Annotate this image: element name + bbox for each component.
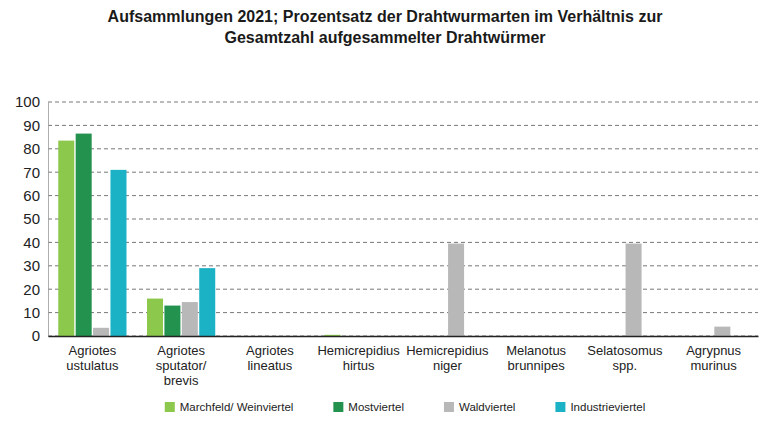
legend-item: Waldviertel: [444, 401, 515, 413]
tick: Agriotesustulatus: [66, 336, 119, 373]
bar: [325, 335, 341, 336]
legend-label: Mostviertel: [348, 401, 404, 413]
tick: Agrypnusmurinus: [686, 336, 741, 373]
tick: 100: [15, 93, 48, 110]
tick-label: Melanotusbrunnipes: [506, 343, 566, 373]
legend-swatch: [333, 402, 343, 412]
series: [58, 141, 340, 336]
legend-label: Industrieviertel: [570, 401, 645, 413]
bar: [147, 299, 163, 336]
tick-label: 10: [23, 304, 40, 321]
tick-label: 20: [23, 281, 40, 298]
legend: Marchfeld/ Weinviertel Mostviertel Waldvie…: [165, 401, 645, 413]
tick-label: Hemicrepidiushirtus: [317, 343, 400, 373]
bar: [448, 244, 464, 336]
grid-line: [48, 289, 758, 290]
tick: Agrioteslineatus: [246, 336, 294, 373]
tick: Agriotessputator/brevis: [156, 336, 207, 388]
tick-label: 30: [23, 257, 40, 274]
bar: [199, 268, 215, 336]
tick-label: Hemicrepidiusniger: [406, 343, 489, 373]
tick: 50: [23, 210, 48, 227]
tick-label: 80: [23, 140, 40, 157]
tick-label: 100: [15, 93, 40, 110]
tick: 20: [23, 281, 48, 298]
tick-label: Agriotesustulatus: [66, 343, 119, 373]
legend-swatch: [555, 402, 565, 412]
tick-label: 70: [23, 164, 40, 181]
chart: Aufsammlungen 2021; Prozentsatz der Drah…: [0, 0, 770, 441]
series: [93, 244, 730, 336]
tick: Selatosomusspp.: [587, 336, 663, 373]
bars: [58, 134, 730, 336]
tick: 60: [23, 187, 48, 204]
bar: [182, 302, 198, 336]
tick-label: Agriotessputator/brevis: [156, 343, 207, 388]
title: Aufsammlungen 2021; Prozentsatz der Drah…: [108, 8, 663, 46]
bar: [164, 306, 180, 336]
tick: 90: [23, 117, 48, 134]
series: [76, 134, 181, 336]
grid-line: [48, 219, 758, 220]
tick-label: Agrypnusmurinus: [686, 343, 741, 373]
y-axis: 0 10 20 30 40 50 60 70 80 90 100: [15, 93, 49, 344]
grid-line: [48, 265, 758, 266]
legend-label: Waldviertel: [459, 401, 515, 413]
grid-line: [48, 195, 758, 196]
bar: [626, 244, 642, 336]
tick: 0: [32, 327, 48, 344]
axis-line: [49, 336, 759, 337]
bar: [110, 170, 126, 336]
grid-line: [48, 102, 758, 103]
series: [110, 170, 215, 336]
grid-line: [48, 172, 758, 173]
legend-swatch: [165, 402, 175, 412]
legend-label: Marchfeld/ Weinviertel: [180, 401, 294, 413]
tick-label: 0: [32, 327, 40, 344]
legend-item: Marchfeld/ Weinviertel: [165, 401, 294, 413]
tick-label: 60: [23, 187, 40, 204]
tick: 70: [23, 164, 48, 181]
legend-swatch: [444, 402, 454, 412]
tick-label: 40: [23, 234, 40, 251]
grid: [48, 102, 758, 336]
grid-line: [48, 125, 758, 126]
tick: 10: [23, 304, 48, 321]
tick-label: Agrioteslineatus: [246, 343, 294, 373]
grid-line: [48, 242, 758, 243]
tick: Melanotusbrunnipes: [506, 336, 566, 373]
tick: Hemicrepidiushirtus: [317, 336, 400, 373]
x-axis: Agriotesustulatus Agriotessputator/brevis…: [49, 336, 759, 388]
bar: [58, 141, 74, 336]
legend-item: Mostviertel: [333, 401, 404, 413]
axis-line: [48, 103, 49, 337]
tick: 40: [23, 234, 48, 251]
tick: Hemicrepidiusniger: [406, 336, 489, 373]
grid-line: [48, 148, 758, 149]
tick-label: Selatosomusspp.: [587, 343, 663, 373]
tick-label: 50: [23, 210, 40, 227]
legend-item: Industrieviertel: [555, 401, 645, 413]
tick: 80: [23, 140, 48, 157]
tick-label: 90: [23, 117, 40, 134]
bar: [76, 134, 92, 336]
bar: [93, 328, 109, 336]
tick: 30: [23, 257, 48, 274]
bar: [714, 327, 730, 336]
